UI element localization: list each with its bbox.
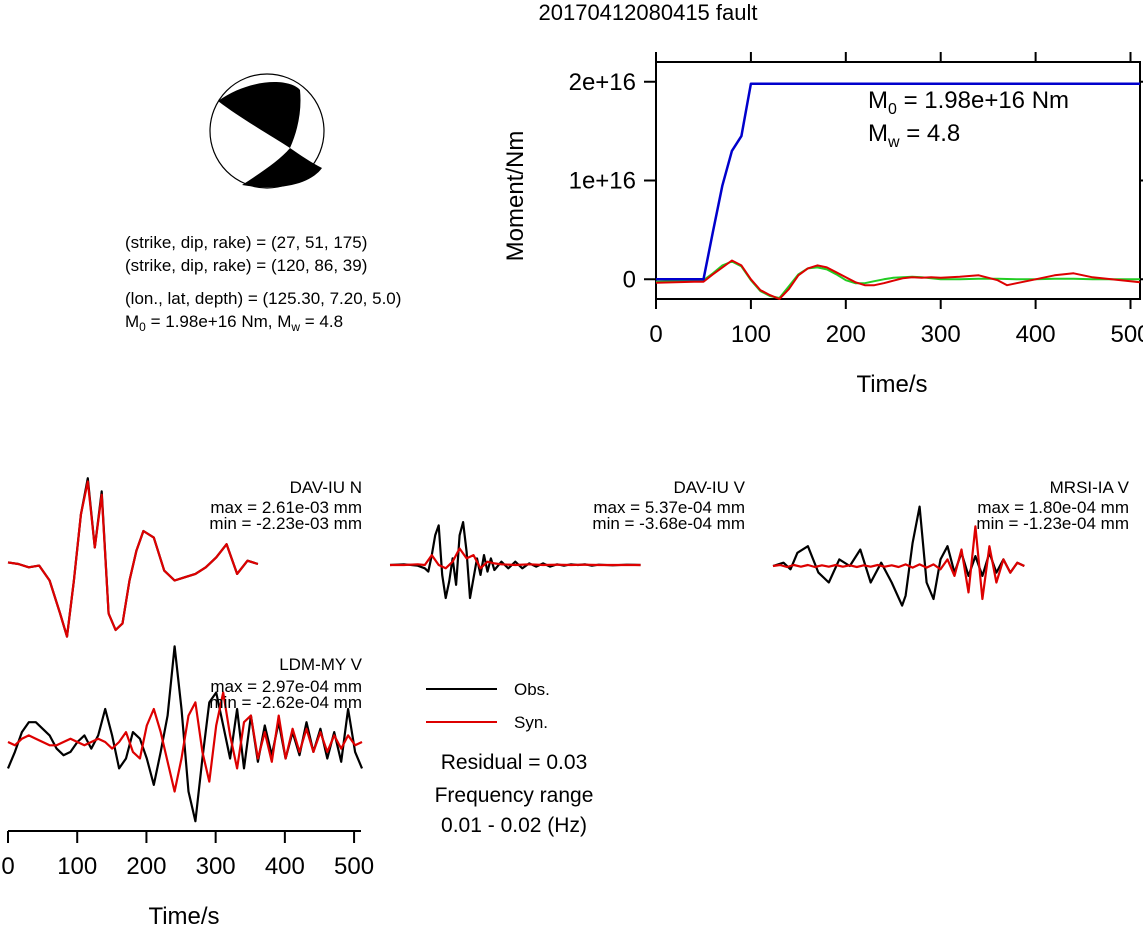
- moment-xlabel: Time/s: [856, 371, 927, 398]
- moment-xtick-label-5: 500: [1110, 321, 1143, 348]
- waveform-xtick-label-1: 100: [57, 853, 97, 880]
- mechanism-moment: M0 = 1.98e+16 Nm, Mw = 4.8: [125, 312, 343, 334]
- waveform-panel-mrsi-ia-v: [772, 505, 1025, 607]
- moment-x-axis: 0 100 200 300 400 500: [649, 52, 1143, 348]
- legend: Obs. Syn. Residual = 0.03 Frequency rang…: [426, 680, 593, 837]
- waveform-label-dav-iu-n-max: max = 2.61e-03 mm: [210, 498, 362, 517]
- legend-obs-label: Obs.: [514, 680, 550, 699]
- waveform-xtick-label-0: 0: [1, 853, 14, 880]
- waveform-x-axis: 0 100 200 300 400 500: [1, 831, 374, 880]
- moment-ytick-label-1: 1e+16: [569, 168, 636, 195]
- legend-freq-title: Frequency range: [435, 784, 594, 807]
- waveform-label-dav-iu-v-max: max = 5.37e-04 mm: [593, 498, 745, 517]
- mechanism-info: (strike, dip, rake) = (27, 51, 175) (str…: [125, 233, 401, 334]
- waveform-xtick-label-4: 400: [265, 853, 305, 880]
- moment-xtick-label-4: 400: [1016, 321, 1056, 348]
- waveform-dav-iu-v-syn: [390, 547, 641, 570]
- waveform-panel-ldm-my-v: [6, 645, 364, 823]
- moment-series-group: [655, 82, 1141, 300]
- legend-freq-range: 0.01 - 0.02 (Hz): [441, 814, 587, 837]
- waveform-xtick-label-3: 300: [196, 853, 236, 880]
- moment-ytick-label-2: 2e+16: [569, 69, 636, 96]
- waveform-panel-dav-iu-n: [7, 477, 259, 638]
- waveform-ldm-my-v-syn: [7, 691, 363, 793]
- moment-y-axis: 0 1e+16 2e+16: [569, 69, 1143, 293]
- waveform-panels: DAV-IU N max = 2.61e-03 mm min = -2.23e-…: [1, 477, 1130, 927]
- waveform-xtick-label-2: 200: [126, 853, 166, 880]
- waveform-label-mrsi-ia-v-max: max = 1.80e-04 mm: [977, 498, 1129, 517]
- moment-prefix: M: [125, 312, 139, 331]
- moment-xtick-label-3: 300: [921, 321, 961, 348]
- waveform-label-dav-iu-n-station: DAV-IU N: [290, 478, 362, 497]
- moment-annotation-mw: Mw = 4.8: [868, 120, 960, 151]
- waveform-label-mrsi-ia-v-station: MRSI-IA V: [1050, 478, 1130, 497]
- moment-mid: = 1.98e+16 Nm, M: [146, 312, 292, 331]
- moment-series-red: [655, 259, 1141, 300]
- legend-residual: Residual = 0.03: [441, 751, 588, 774]
- moment-xtick-label-2: 200: [826, 321, 866, 348]
- page-title: 20170412080415 fault: [539, 0, 758, 25]
- waveform-label-dav-iu-v-station: DAV-IU V: [674, 478, 746, 497]
- moment-sub2: w: [290, 320, 300, 334]
- waveform-xlabel: Time/s: [148, 903, 219, 927]
- moment-xtick-label-0: 0: [649, 321, 662, 348]
- moment-suffix: = 4.8: [300, 312, 343, 331]
- waveform-label-dav-iu-v-min: min = -3.68e-04 mm: [592, 514, 745, 533]
- moment-series-cumulative: [656, 82, 1140, 281]
- moment-ylabel: Moment/Nm: [502, 131, 529, 262]
- moment-ytick-label-0: 0: [623, 266, 636, 293]
- mechanism-location: (lon., lat, depth) = (125.30, 7.20, 5.0): [125, 289, 401, 308]
- waveform-dav-iu-n-syn: [7, 480, 259, 638]
- beachball-icon: [209, 73, 325, 189]
- waveform-label-dav-iu-n-min: min = -2.23e-03 mm: [209, 514, 362, 533]
- waveform-label-mrsi-ia-v-min: min = -1.23e-04 mm: [976, 514, 1129, 533]
- moment-annotation-m0: M0 = 1.98e+16 Nm: [868, 87, 1069, 118]
- moment-sub: 0: [139, 320, 146, 334]
- waveform-label-ldm-my-v-min: min = -2.62e-04 mm: [209, 693, 362, 712]
- mechanism-plane2: (strike, dip, rake) = (120, 86, 39): [125, 256, 367, 275]
- mechanism-plane1: (strike, dip, rake) = (27, 51, 175): [125, 233, 367, 252]
- waveform-xtick-label-5: 500: [334, 853, 374, 880]
- moment-function-chart: 0 1e+16 2e+16 0 100 200 300 400 500 Moment/Nm T…: [502, 52, 1143, 398]
- moment-xtick-label-1: 100: [731, 321, 771, 348]
- waveform-mrsi-ia-v-syn: [772, 525, 1025, 601]
- waveform-label-ldm-my-v-max: max = 2.97e-04 mm: [210, 677, 362, 696]
- waveform-label-ldm-my-v-station: LDM-MY V: [279, 655, 362, 674]
- waveform-panel-dav-iu-v: [389, 520, 641, 600]
- legend-syn-label: Syn.: [514, 713, 548, 732]
